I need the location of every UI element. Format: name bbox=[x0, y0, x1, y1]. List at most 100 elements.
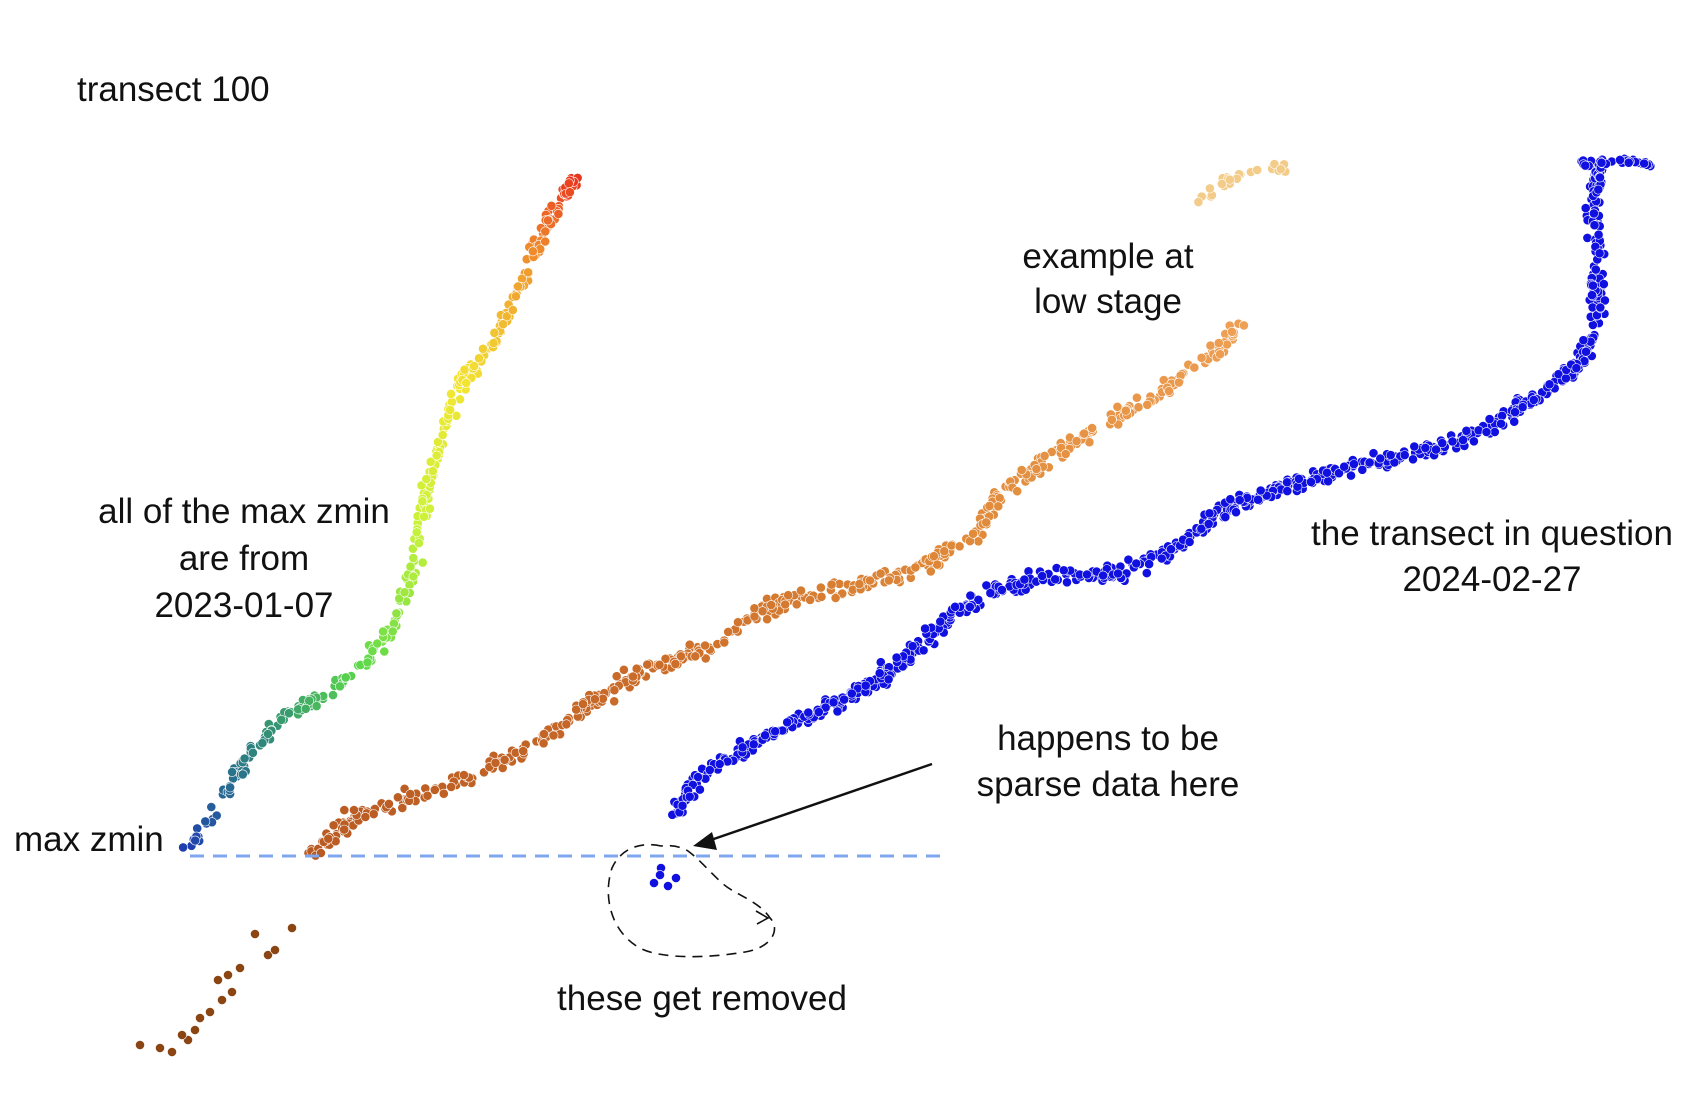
point-2023-01-07 bbox=[461, 378, 472, 388]
point-low-stage bbox=[670, 659, 681, 669]
point-2023-01-07 bbox=[367, 646, 378, 656]
point-low-stage bbox=[1087, 423, 1097, 433]
point-low-stage bbox=[654, 659, 665, 670]
point-low-stage bbox=[1239, 320, 1249, 331]
point-2024-02-27 bbox=[1473, 425, 1484, 436]
point-low-stage bbox=[368, 809, 379, 819]
outlier-point bbox=[217, 995, 227, 1005]
point-low-stage bbox=[1107, 414, 1117, 425]
point-2024-02-27 bbox=[1037, 571, 1048, 581]
point-2023-01-07 bbox=[378, 626, 388, 637]
point-2024-02-27 bbox=[1349, 459, 1359, 469]
point-2024-02-27 bbox=[1420, 442, 1431, 453]
point-low-stage bbox=[968, 528, 978, 539]
point-2024-02-27 bbox=[981, 580, 992, 591]
point-low-stage bbox=[458, 770, 469, 780]
point-2024-02-27 bbox=[803, 707, 814, 718]
point-2023-01-07 bbox=[565, 187, 575, 198]
point-low-stage bbox=[719, 637, 730, 648]
point-2024-02-27 bbox=[1255, 485, 1266, 496]
point-low-stage bbox=[981, 517, 992, 528]
point-2024-02-27 bbox=[1253, 494, 1263, 505]
point-2024-02-27 bbox=[1062, 577, 1072, 588]
point-low-stage bbox=[884, 575, 894, 586]
point-low-stage bbox=[571, 704, 582, 715]
point-2024-02-27 bbox=[1578, 335, 1589, 346]
point-2024-02-27 bbox=[1496, 418, 1506, 429]
point-low-stage bbox=[490, 757, 501, 768]
point-low-stage bbox=[984, 500, 995, 511]
point-2024-02-27 bbox=[1595, 302, 1606, 313]
point-low-stage-top bbox=[1224, 174, 1235, 185]
removed-point bbox=[655, 870, 665, 880]
point-2024-02-27 bbox=[1203, 519, 1214, 529]
point-2023-01-07 bbox=[379, 646, 390, 657]
point-low-stage bbox=[499, 754, 510, 765]
point-2024-02-27 bbox=[684, 791, 695, 802]
point-2024-02-27 bbox=[1553, 369, 1564, 380]
point-low-stage bbox=[1196, 352, 1207, 363]
points-layer bbox=[135, 153, 1656, 1057]
point-2023-01-07 bbox=[445, 404, 455, 415]
point-low-stage bbox=[749, 603, 760, 614]
point-2024-02-27 bbox=[1408, 454, 1418, 465]
point-low-stage bbox=[690, 651, 701, 662]
point-low-stage bbox=[676, 651, 686, 662]
point-2023-01-07 bbox=[553, 208, 564, 219]
point-low-stage bbox=[684, 639, 695, 650]
point-low-stage bbox=[548, 730, 559, 741]
point-low-stage bbox=[723, 627, 734, 637]
point-low-stage-top bbox=[1252, 165, 1263, 175]
point-2024-02-27 bbox=[737, 742, 748, 753]
point-2023-01-07 bbox=[446, 388, 456, 399]
point-2023-01-07 bbox=[437, 430, 448, 440]
transect-question-line-1: the transect in question bbox=[1311, 514, 1673, 553]
point-2023-01-07 bbox=[507, 305, 518, 315]
point-2023-01-07 bbox=[362, 657, 373, 668]
point-low-stage bbox=[805, 595, 815, 605]
point-2023-01-07 bbox=[498, 319, 508, 330]
point-low-stage bbox=[1189, 362, 1200, 373]
point-low-stage bbox=[628, 671, 638, 682]
point-low-stage bbox=[783, 590, 794, 601]
point-2024-02-27 bbox=[1166, 544, 1176, 555]
removed-point bbox=[663, 881, 673, 891]
point-2024-02-27 bbox=[918, 645, 929, 656]
point-2024-02-27 bbox=[973, 594, 984, 605]
point-2024-02-27 bbox=[1364, 457, 1375, 468]
point-low-stage-top bbox=[1275, 164, 1286, 175]
sparse-data-arrowhead bbox=[693, 832, 717, 850]
point-low-stage bbox=[446, 782, 457, 792]
point-2024-02-27 bbox=[965, 602, 975, 612]
point-2023-01-07 bbox=[424, 503, 435, 514]
point-2024-02-27-top bbox=[1623, 157, 1634, 168]
point-2023-01-07 bbox=[523, 267, 533, 278]
point-low-stage bbox=[339, 824, 350, 835]
point-2024-02-27 bbox=[828, 697, 839, 708]
point-2023-01-07 bbox=[421, 474, 432, 484]
point-2023-01-07 bbox=[334, 681, 345, 692]
point-2024-02-27 bbox=[1113, 568, 1123, 579]
point-2023-01-07 bbox=[239, 753, 250, 764]
point-low-stage bbox=[611, 671, 622, 682]
point-low-stage bbox=[339, 805, 350, 815]
point-low-stage bbox=[360, 812, 371, 822]
point-2024-02-27 bbox=[1339, 461, 1350, 472]
point-2024-02-27 bbox=[1510, 407, 1520, 417]
point-2024-02-27-top bbox=[1580, 160, 1591, 171]
low-stage-line-1: example at bbox=[1022, 237, 1193, 276]
point-low-stage bbox=[539, 729, 549, 739]
point-2024-02-27 bbox=[1141, 568, 1152, 578]
point-2024-02-27 bbox=[748, 739, 759, 750]
removed-point bbox=[649, 878, 659, 888]
point-2023-01-07 bbox=[478, 343, 488, 354]
point-2024-02-27 bbox=[1204, 508, 1215, 519]
point-2023-01-07 bbox=[399, 587, 410, 598]
point-2024-02-27 bbox=[1082, 569, 1092, 580]
point-2023-01-07 bbox=[237, 769, 248, 780]
point-low-stage bbox=[1227, 326, 1237, 337]
point-2023-01-07 bbox=[276, 714, 287, 725]
point-2024-02-27 bbox=[1594, 248, 1605, 259]
point-2024-02-27 bbox=[1517, 402, 1528, 413]
